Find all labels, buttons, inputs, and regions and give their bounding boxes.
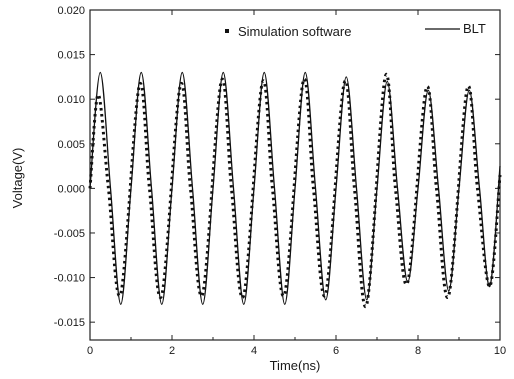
legend-marker-simulation-software bbox=[225, 29, 229, 33]
series-blt-line bbox=[89, 71, 501, 305]
y-tick-label: 0.005 bbox=[57, 139, 85, 151]
series-simulation-software-line bbox=[88, 72, 502, 309]
y-tick-label: -0.015 bbox=[54, 317, 85, 329]
x-tick-label: 10 bbox=[494, 345, 506, 357]
y-tick-label: 0.015 bbox=[57, 50, 85, 62]
x-tick-label: 0 bbox=[87, 345, 93, 357]
legend-label-simulation-software: Simulation software bbox=[238, 24, 351, 39]
plot-frame bbox=[89, 9, 501, 341]
legend-label-blt: BLT bbox=[463, 21, 486, 36]
y-tick-label: -0.005 bbox=[54, 228, 85, 240]
y-tick-label: -0.010 bbox=[54, 273, 85, 285]
x-axis-label: Time(ns) bbox=[270, 358, 321, 373]
x-tick-label: 4 bbox=[251, 345, 257, 357]
y-tick-label: 0.020 bbox=[57, 5, 85, 17]
x-tick-label: 2 bbox=[169, 345, 175, 357]
plot-area: 0 2 4 6 8 10 0.020 0.015 0.010 0.005 0.000 -0.005 -0… bbox=[54, 5, 506, 357]
y-tick-label: 0.000 bbox=[57, 183, 85, 195]
legend: Simulation software BLT bbox=[225, 21, 486, 39]
y-axis-label: Voltage(V) bbox=[10, 148, 25, 209]
y-tick-label: 0.010 bbox=[57, 94, 85, 106]
x-tick-label: 8 bbox=[415, 345, 421, 357]
x-tick-label: 6 bbox=[333, 345, 339, 357]
